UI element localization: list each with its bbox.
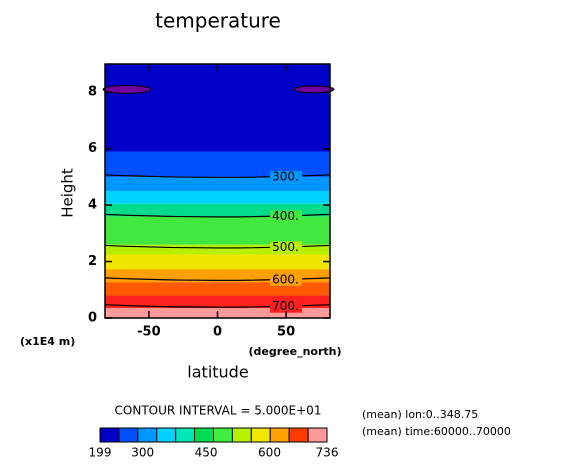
colorbar-label: 199	[89, 446, 112, 460]
colorbar-box	[307, 427, 328, 443]
contour-label-bg	[270, 210, 303, 223]
colorbar-box	[118, 427, 139, 443]
band	[105, 191, 330, 204]
x-axis-label: latitude	[187, 363, 248, 382]
colorbar-box	[213, 427, 233, 443]
colorbar-label: 450	[195, 446, 218, 460]
y-unit: (x1E4 m)	[20, 335, 75, 348]
colorbar-box	[194, 427, 214, 443]
colorbar-box	[231, 427, 252, 443]
x-unit: (degree_north)	[248, 345, 341, 358]
contour-label-bg	[270, 273, 303, 286]
colorbar-box	[288, 427, 309, 443]
y-tick-label: 2	[88, 254, 97, 269]
contour-label: 500.	[272, 240, 299, 254]
colorbar-box	[175, 427, 196, 443]
colorbar-box	[156, 427, 177, 443]
x-tick-label: 0	[213, 325, 222, 340]
chart-title: temperature	[155, 9, 281, 33]
contour-label-bg	[270, 241, 303, 254]
y-tick-label: 4	[88, 198, 97, 213]
y-tick-label: 6	[88, 141, 97, 156]
band	[105, 244, 330, 255]
contour-label: 700.	[272, 299, 299, 313]
colorbar-label: 300	[131, 446, 154, 460]
colorbar-box	[250, 427, 271, 443]
plot-area: 300. 400. 500. 600. 700.	[102, 63, 335, 319]
annotation: (mean) time:60000..70000	[362, 425, 511, 438]
x-tick-label: -50	[137, 325, 161, 340]
y-axis-label: Height	[59, 168, 77, 218]
colorbar-box	[137, 427, 158, 443]
blob	[293, 85, 335, 94]
contour-label: 400.	[272, 209, 299, 223]
colorbar-box	[99, 427, 120, 443]
band	[105, 254, 330, 270]
x-tick-label: 50	[277, 325, 295, 340]
contour-label-bg	[270, 300, 303, 313]
contour-interval: CONTOUR INTERVAL = 5.000E+01	[115, 404, 322, 418]
colorbar-box	[269, 427, 290, 443]
y-tick-label: 8	[88, 85, 97, 100]
colorbar-label: 736	[316, 446, 339, 460]
annotation: (mean) lon:0..348.75	[362, 408, 478, 421]
contour-label-bg	[270, 170, 303, 183]
contour-label: 300.	[272, 169, 299, 183]
colorbar-label: 600	[258, 446, 281, 460]
band	[105, 64, 330, 152]
contour-label: 600.	[272, 272, 299, 286]
blob	[102, 84, 152, 94]
y-tick-label: 0	[88, 311, 97, 326]
